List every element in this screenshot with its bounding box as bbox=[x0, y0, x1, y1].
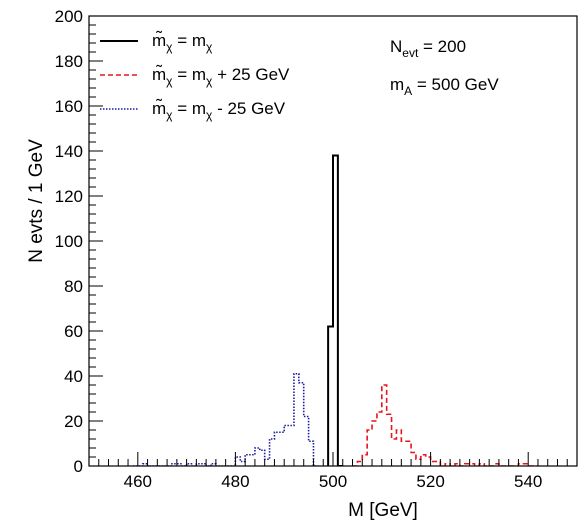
legend-label-1: m̃χ = mχ + 25 GeV bbox=[152, 64, 290, 88]
x-tick-label: 540 bbox=[514, 472, 542, 491]
x-tick-label: 480 bbox=[221, 472, 249, 491]
y-axis-title: N evts / 1 GeV bbox=[26, 139, 47, 263]
axes: 0 20 40 60 80 100 120 140 160 180 200 460 480 500 520 5… bbox=[55, 7, 578, 491]
x-tick-label: 460 bbox=[124, 472, 152, 491]
y-tick-label: 60 bbox=[64, 322, 83, 341]
legend-label-0: m̃χ = mχ bbox=[152, 30, 213, 54]
y-tick-label: 160 bbox=[55, 97, 83, 116]
annotation-0: Nevt = 200 bbox=[390, 37, 466, 60]
y-tick-label: 40 bbox=[64, 367, 83, 386]
series-2-histogram bbox=[132, 372, 319, 466]
series-0-histogram bbox=[327, 154, 343, 466]
annotation-1: mA = 500 GeV bbox=[390, 75, 499, 98]
y-tick-label: 140 bbox=[55, 142, 83, 161]
y-tick-label: 120 bbox=[55, 187, 83, 206]
y-tick-label: 200 bbox=[55, 7, 83, 26]
legend-label-2: m̃χ = mχ - 25 GeV bbox=[152, 98, 286, 122]
plot-area bbox=[132, 154, 538, 466]
series-1-histogram bbox=[352, 384, 538, 466]
x-tick-label: 520 bbox=[416, 472, 444, 491]
y-tick-label: 180 bbox=[55, 52, 83, 71]
x-axis-title: M [GeV] bbox=[348, 500, 418, 521]
y-tick-label: 0 bbox=[74, 457, 83, 476]
legend: m̃χ = mχ m̃χ = mχ + 25 GeV m̃χ = mχ - 25 G… bbox=[100, 30, 290, 122]
y-tick-label: 80 bbox=[64, 277, 83, 296]
y-tick-label: 20 bbox=[64, 412, 83, 431]
x-tick-label: 500 bbox=[319, 472, 347, 491]
annotations: Nevt = 200 mA = 500 GeV bbox=[390, 37, 499, 98]
y-tick-label: 100 bbox=[55, 232, 83, 251]
